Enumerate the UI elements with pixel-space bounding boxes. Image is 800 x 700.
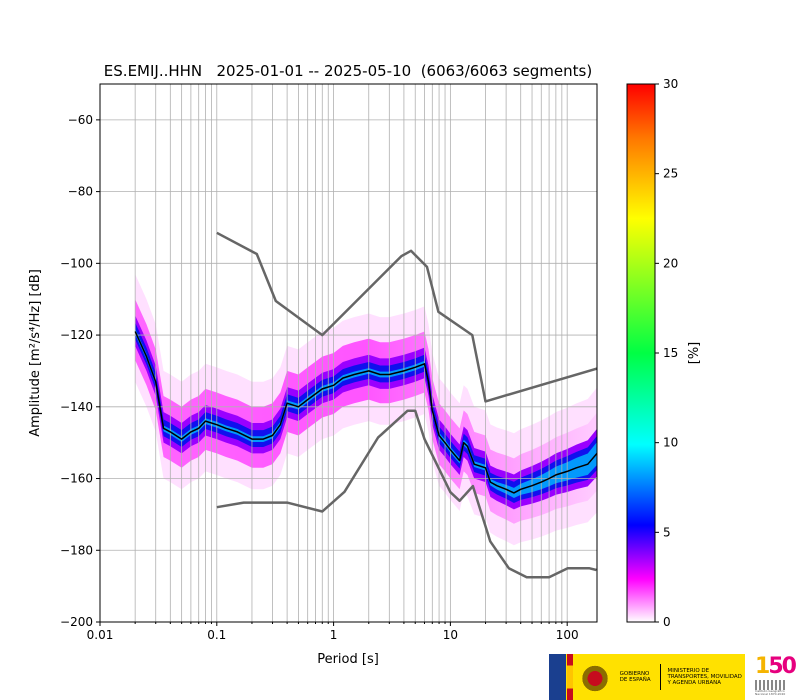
y-tick-label: −100 [60,256,93,270]
logo-divider [660,664,662,690]
colorbar-tick-label: 30 [663,77,678,91]
y-tick-label: −60 [68,113,93,127]
plot-frame [99,83,598,623]
colorbar-label: [%] [687,342,702,365]
x-tick-label: 10 [443,628,458,642]
x-tick-label: 0.01 [87,628,114,642]
x-tick-label: 0.1 [207,628,226,642]
psd-band-inner [135,322,597,503]
psd-density-band [135,274,597,546]
x-tick-label: 100 [556,628,579,642]
building-icon [755,680,785,690]
colorbar-tick-label: 10 [663,436,678,450]
noise-model-lines [134,231,597,579]
ministerio-text: MINISTERIO DE TRANSPORTES, MOVILIDAD Y A… [667,668,742,686]
ign-logo: 150 Instituto Geográfico Nacional 1870-2… [755,654,797,698]
y-tick-label: −200 [60,615,93,629]
chart-title: ES.EMIJ..HHN 2025-01-01 -- 2025-05-10 (6… [104,62,592,80]
y-tick-label: −180 [60,543,93,557]
eu-flag-icon [549,654,574,700]
colorbar-tick-label: 15 [663,346,678,360]
ign-text: Instituto Geográfico Nacional 1870-2020 [755,689,786,696]
x-tick-label: 1 [330,628,338,642]
grid-lines [100,84,597,622]
high-noise-model-line [216,231,597,403]
y-tick-label: −120 [60,328,93,342]
ign-anniversary-mark: 150 [755,654,797,679]
x-axis-label: Period [s] [317,652,379,667]
government-logo: GOBIERNO DE ESPAÑA MINISTERIO DE TRANSPO… [549,654,745,700]
gobierno-text: GOBIERNO DE ESPAÑA [619,671,651,683]
mode-line [134,331,597,494]
y-tick-label: −140 [60,400,93,414]
y-tick-label: −80 [68,185,93,199]
axis-ticks: 0.01 0.1 1 10 100 −200 −180 −160 −140 −120 −100 −80… [60,113,579,642]
y-tick-label: −160 [60,472,93,486]
colorbar-tick-label: 20 [663,256,678,270]
coat-of-arms-icon [582,662,608,692]
colorbar [626,83,656,623]
colorbar-tick-label: 5 [663,525,671,539]
low-noise-model-line [216,409,597,579]
y-axis-label: Amplitude [m²/s⁴/Hz] [dB] [28,269,43,437]
colorbar-tick-label: 25 [663,167,678,181]
psd-band-core [135,328,597,498]
colorbar-tick-label: 0 [663,615,671,629]
colorbar-ticks: 0 5 10 15 20 25 30 [655,77,678,629]
